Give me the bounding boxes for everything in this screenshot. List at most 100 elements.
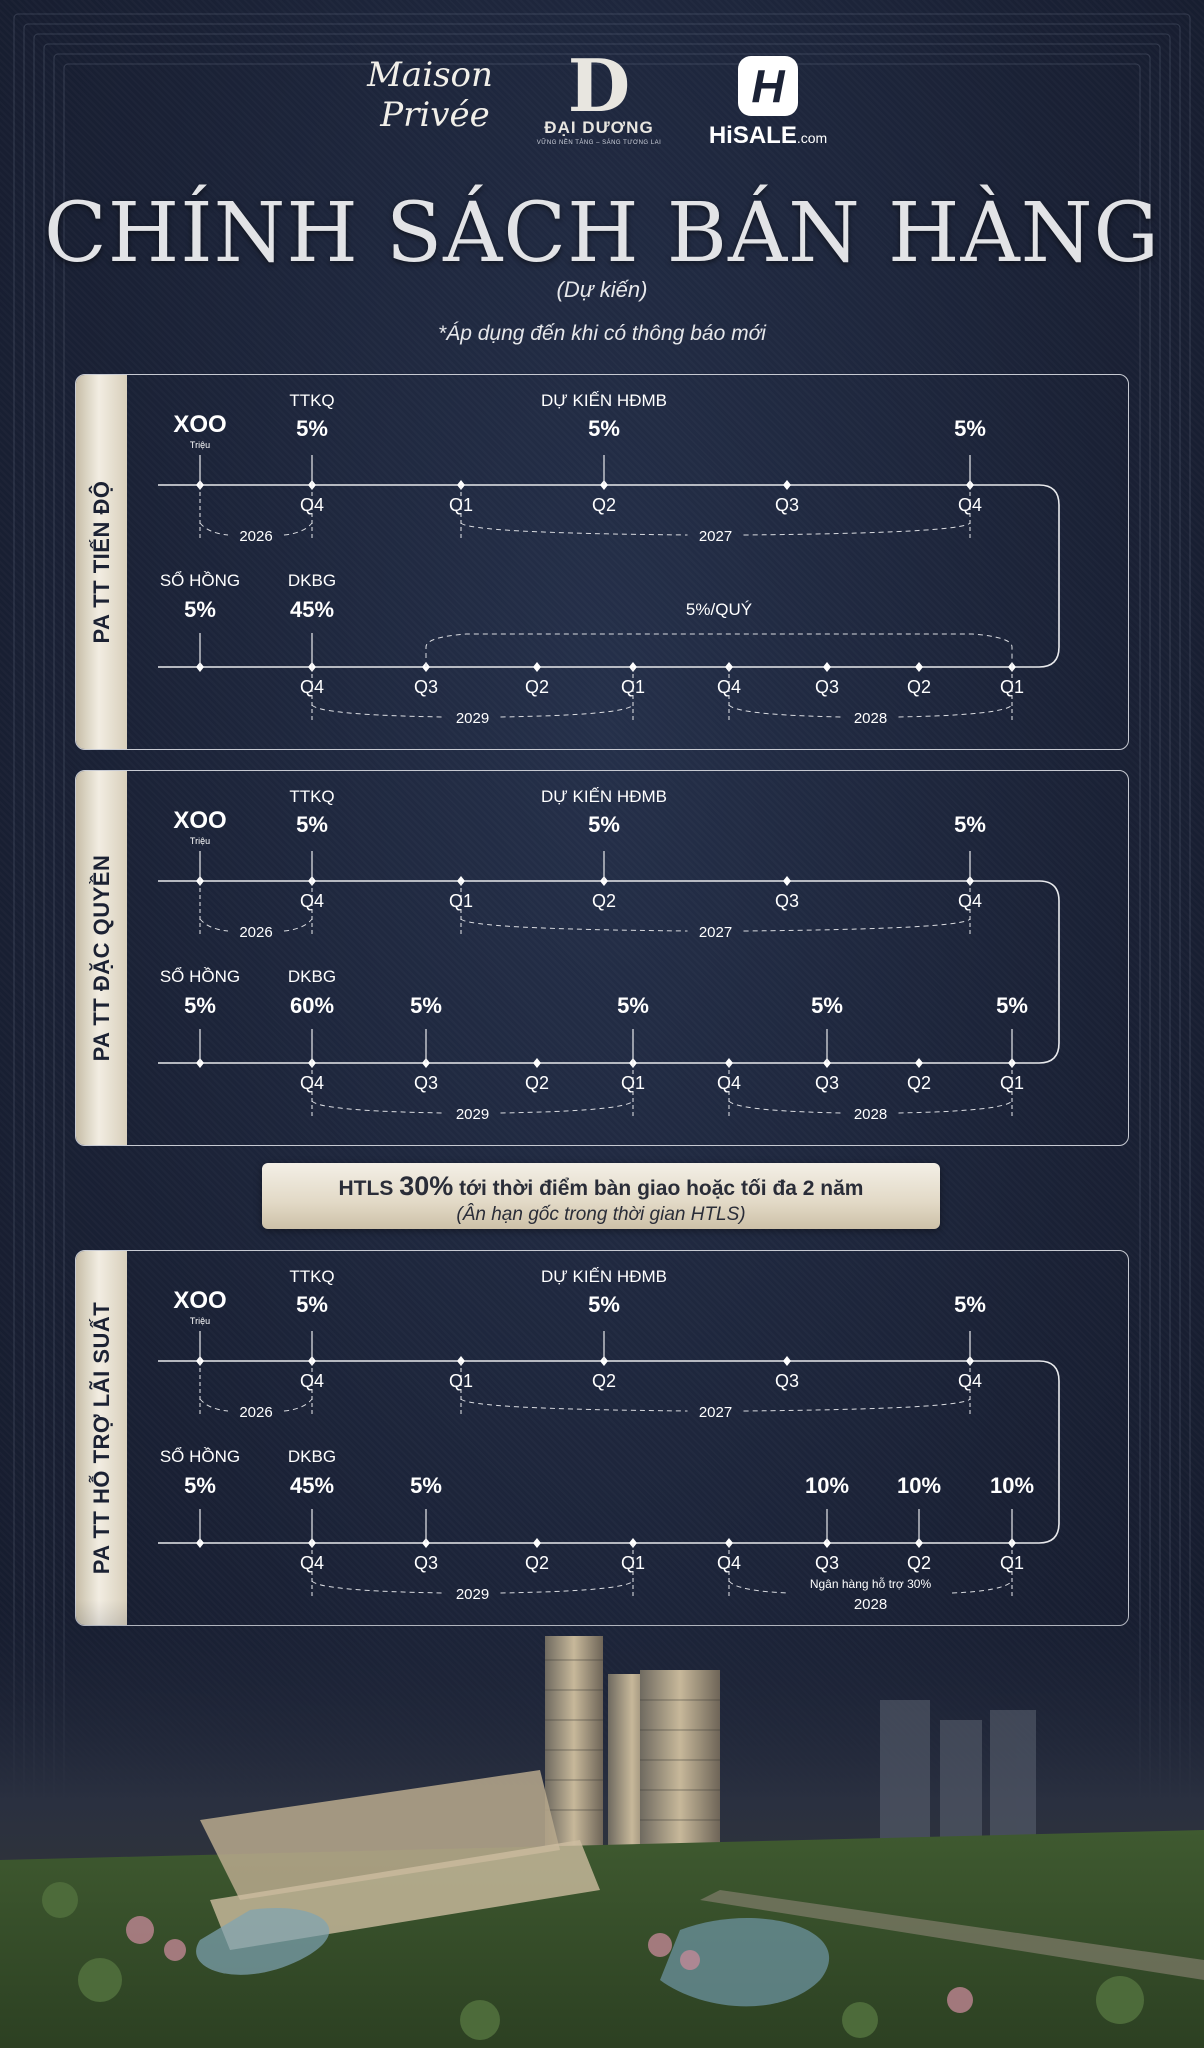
year-bracket-right bbox=[743, 1398, 971, 1412]
quarter-label: Q4 bbox=[300, 1371, 324, 1391]
start-amount: XOO bbox=[173, 807, 226, 834]
start-amount-unit: Triệu bbox=[190, 440, 210, 450]
payment-value: 45% bbox=[290, 597, 334, 622]
year-bracket-left bbox=[460, 1398, 688, 1412]
payment-value: 10% bbox=[990, 1473, 1034, 1498]
milestone-hdmb: DỰ KIẾN HĐMB bbox=[541, 391, 667, 410]
milestone-ttkq: TTKQ bbox=[289, 391, 334, 410]
quarter-label: Q1 bbox=[1000, 1073, 1024, 1093]
start-amount: XOO bbox=[173, 411, 226, 438]
payment-value: 10% bbox=[805, 1473, 849, 1498]
milestone-dkbg: DKBG bbox=[288, 1447, 336, 1466]
quarter-label: Q4 bbox=[300, 677, 324, 697]
year-bracket-right bbox=[500, 1580, 634, 1594]
year-bracket-right bbox=[283, 522, 313, 536]
quarter-label: Q3 bbox=[815, 1073, 839, 1093]
year-bracket-right bbox=[500, 704, 634, 718]
year-bracket-right bbox=[283, 1398, 313, 1412]
quarter-label: Q1 bbox=[1000, 677, 1024, 697]
timeline-path bbox=[158, 880, 1060, 1064]
htls-suffix: tới thời điểm bàn giao hoặc tối đa 2 năm bbox=[453, 1177, 864, 1200]
year-label: 2026 bbox=[239, 924, 272, 941]
quarter-label: Q1 bbox=[449, 1371, 473, 1391]
year-bracket-left bbox=[311, 704, 445, 718]
timeline-path bbox=[158, 484, 1060, 668]
timeline-marker bbox=[533, 1538, 541, 1548]
dai-duong-logo: D ĐẠI DƯƠNG VỮNG NỀN TẢNG – SÁNG TƯƠNG L… bbox=[532, 50, 666, 147]
quarter-label: Q1 bbox=[449, 495, 473, 515]
payment-value: 5% bbox=[954, 416, 986, 441]
quarter-label: Q4 bbox=[717, 1073, 741, 1093]
payment-value: 5% bbox=[296, 416, 328, 441]
quarter-label: Q4 bbox=[300, 1073, 324, 1093]
year-label: 2029 bbox=[456, 1586, 489, 1603]
payment-value: 5% bbox=[811, 993, 843, 1018]
timeline-marker bbox=[533, 1058, 541, 1068]
year-bracket-left bbox=[460, 918, 688, 932]
payment-value: 5% bbox=[184, 1473, 216, 1498]
quarter-label: Q2 bbox=[592, 495, 616, 515]
year-bracket-right bbox=[898, 704, 1013, 718]
htls-line1: HTLS 30% tới thời điểm bàn giao hoặc tối… bbox=[262, 1163, 940, 1202]
payment-value: 5% bbox=[588, 812, 620, 837]
quarter-label: Q2 bbox=[592, 891, 616, 911]
year-bracket-right bbox=[898, 1100, 1013, 1114]
payment-value: 60% bbox=[290, 993, 334, 1018]
payment-value: 5% bbox=[954, 812, 986, 837]
quarter-label: Q3 bbox=[775, 891, 799, 911]
panel-tien-do: PA TT TIẾN ĐỘ XOO Triệu TTKQ DỰ KIẾN HĐMB 5%… bbox=[75, 374, 1129, 750]
quarter-label: Q4 bbox=[958, 1371, 982, 1391]
payment-value: 5% bbox=[996, 993, 1028, 1018]
year-label: 2029 bbox=[456, 1106, 489, 1123]
panel-ho-tro-lai-suat: PA TT HỖ TRỢ LÃI SUẤT XOO Triệu TTKQ DỰ KIẾ… bbox=[75, 1250, 1129, 1626]
year-bracket-left bbox=[199, 918, 229, 932]
year-bracket-right bbox=[743, 918, 971, 932]
quarter-label: Q3 bbox=[775, 495, 799, 515]
milestone-dkbg: DKBG bbox=[288, 571, 336, 590]
panel-dac-quyen: PA TT ĐẶC QUYỀN XOO Triệu TTKQ DỰ KIẾN HĐMB… bbox=[75, 770, 1129, 1146]
year-bracket-right bbox=[743, 522, 971, 536]
year-bracket-left bbox=[199, 1398, 229, 1412]
quarter-label: Q1 bbox=[621, 1073, 645, 1093]
timeline-chart: XOO Triệu TTKQ DỰ KIẾN HĐMB 5% 5% 5% Q4 Q1 Q2 Q3 Q4… bbox=[158, 391, 1060, 727]
payment-value: 5% bbox=[588, 1292, 620, 1317]
year-bracket-left bbox=[728, 1100, 843, 1114]
timeline-marker bbox=[533, 662, 541, 672]
quarter-label: Q2 bbox=[525, 677, 549, 697]
dai-duong-logo-name: ĐẠI DƯƠNG bbox=[544, 118, 654, 137]
panel-tab: PA TT TIẾN ĐỘ bbox=[76, 375, 127, 749]
year-label: 2028 bbox=[854, 710, 887, 727]
quarter-label: Q2 bbox=[525, 1073, 549, 1093]
hisale-logo-name: HiSALE.com bbox=[696, 122, 840, 150]
timeline-marker bbox=[823, 662, 831, 672]
start-amount: XOO bbox=[173, 1287, 226, 1314]
year-bracket-left bbox=[728, 1580, 790, 1594]
quarter-label: Q4 bbox=[717, 677, 741, 697]
logo-bar: Maison Privée D ĐẠI DƯƠNG VỮNG NỀN TẢNG … bbox=[0, 50, 1204, 160]
payment-value: 5% bbox=[184, 993, 216, 1018]
year-bracket-left bbox=[199, 522, 229, 536]
quarter-label: Q4 bbox=[300, 1553, 324, 1573]
quarterly-bracket bbox=[425, 633, 1013, 667]
milestone-so-hong: SỔ HỒNG bbox=[160, 1447, 240, 1466]
quarter-label: Q2 bbox=[592, 1371, 616, 1391]
panel-tab: PA TT HỖ TRỢ LÃI SUẤT bbox=[76, 1251, 127, 1625]
quarter-label: Q4 bbox=[300, 891, 324, 911]
quarter-label: Q3 bbox=[414, 1073, 438, 1093]
quarter-label: Q4 bbox=[717, 1553, 741, 1573]
quarter-label: Q4 bbox=[300, 495, 324, 515]
timeline-marker bbox=[915, 1058, 923, 1068]
year-label: 2029 bbox=[456, 710, 489, 727]
htls-percent: 30% bbox=[399, 1171, 454, 1201]
year-bracket-left bbox=[460, 522, 688, 536]
quarter-label: Q3 bbox=[414, 1553, 438, 1573]
maison-logo-line1: Maison bbox=[367, 55, 493, 95]
htls-line2: (Ân hạn gốc trong thời gian HTLS) bbox=[456, 1204, 746, 1225]
quarter-label: Q2 bbox=[907, 677, 931, 697]
quarter-label: Q1 bbox=[449, 891, 473, 911]
payment-value: 5% bbox=[588, 416, 620, 441]
quarter-label: Q3 bbox=[815, 1553, 839, 1573]
hisale-logo: H HiSALE.com bbox=[696, 56, 840, 150]
timeline-chart: XOO Triệu TTKQ DỰ KIẾN HĐMB 5% 5% 5% Q4 Q1 Q2 Q3 Q4… bbox=[158, 787, 1060, 1123]
milestone-hdmb: DỰ KIẾN HĐMB bbox=[541, 1267, 667, 1286]
